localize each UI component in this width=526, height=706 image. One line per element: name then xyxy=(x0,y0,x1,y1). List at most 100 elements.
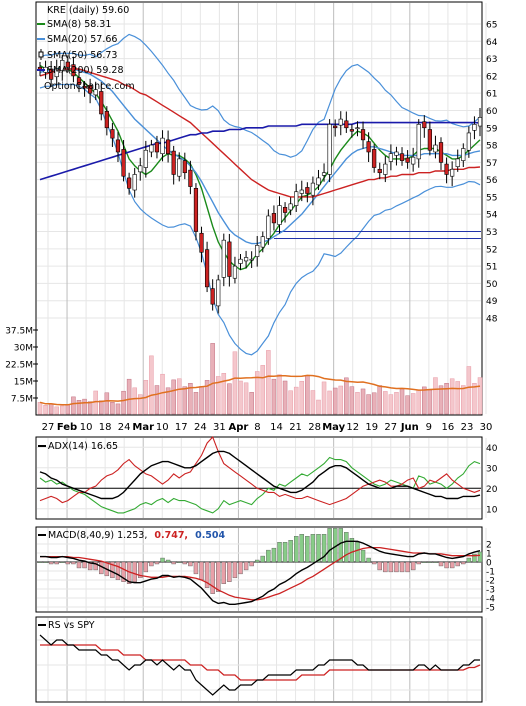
volume-bar xyxy=(138,394,143,415)
volume-bar xyxy=(299,380,305,415)
date-label: 10 xyxy=(80,422,93,433)
volume-bar xyxy=(154,385,160,415)
candle-body xyxy=(249,258,254,261)
volume-bar xyxy=(371,392,377,415)
candle-body xyxy=(271,213,277,224)
candle-body xyxy=(65,61,70,68)
volume-bar xyxy=(48,403,54,415)
date-label: 31 xyxy=(213,422,226,433)
macd-histogram-bar xyxy=(477,551,483,563)
candle-body xyxy=(71,64,76,77)
date-label: Jun xyxy=(400,422,419,433)
volume-bar xyxy=(266,350,271,415)
rs-title-text: RS vs SPY xyxy=(48,620,95,631)
macd-histogram-bar xyxy=(82,561,87,569)
volume-tick-label: 15M xyxy=(14,378,33,388)
macd-histogram-bar xyxy=(216,561,221,592)
volume-bar xyxy=(176,378,182,415)
macd-histogram-bar xyxy=(227,561,232,582)
macd-histogram-bar xyxy=(299,534,304,563)
candle-body xyxy=(88,85,93,94)
volume-bar xyxy=(43,405,48,415)
volume-bar xyxy=(115,403,121,415)
candle-body xyxy=(216,279,221,307)
volume-bar xyxy=(126,378,132,415)
macd-histogram-bar xyxy=(143,561,149,573)
volume-bar xyxy=(466,366,472,415)
macd-histogram-bar xyxy=(399,561,405,573)
macd-histogram-bar xyxy=(238,561,243,575)
rs-lines xyxy=(37,634,481,696)
candle-body xyxy=(115,139,121,153)
candle-body xyxy=(316,177,321,186)
macd-hist-value: 0.504 xyxy=(195,530,225,541)
macd-histogram-bar xyxy=(149,561,154,567)
volume-bar xyxy=(394,392,399,415)
candle-body xyxy=(132,174,137,191)
macd-title: MACD(8,40,9) 1.253, 0.747, 0.504 xyxy=(38,530,226,541)
macd-histogram-bar xyxy=(160,557,165,563)
macd-histogram-bar xyxy=(427,561,433,564)
volume-bar xyxy=(215,376,221,415)
candle-body xyxy=(204,249,210,288)
candle-body xyxy=(349,129,354,132)
macd-tick-label: 2 xyxy=(486,541,492,551)
legend-sma8-label: SMA(8) 58.31 xyxy=(47,19,111,30)
price-tick-label: 52 xyxy=(486,245,497,255)
volume-bar xyxy=(449,378,455,415)
volume-bar xyxy=(188,383,193,415)
volume-bar xyxy=(366,394,371,415)
volume-bars xyxy=(37,343,483,415)
volume-bar xyxy=(410,393,416,415)
macd-histogram-bar xyxy=(165,559,171,563)
price-axis: 65 64 63 62 61 60 59 58 57 56 55 54 53 52 51 50 49 48 37.5… xyxy=(5,21,498,405)
date-label: May xyxy=(322,422,345,433)
macd-histogram-bar xyxy=(110,561,115,579)
volume-bar xyxy=(383,391,388,415)
candle-body xyxy=(422,121,427,129)
gridlines xyxy=(37,3,487,701)
bollinger-bands xyxy=(39,33,481,356)
candle-body xyxy=(388,153,393,162)
volume-bar xyxy=(160,373,165,415)
adx-lines: 40 30 20 10 xyxy=(37,435,498,515)
macd-histogram-bar xyxy=(48,561,54,565)
price-tick-label: 51 xyxy=(486,263,497,273)
volume-bar xyxy=(121,390,126,415)
price-tick-label: 63 xyxy=(486,55,497,65)
date-label: 18 xyxy=(99,422,112,433)
candle-body xyxy=(438,142,444,163)
candle-body xyxy=(143,149,148,168)
macd-histogram-bar xyxy=(383,561,388,573)
volume-bar xyxy=(377,385,382,415)
date-label: 21 xyxy=(289,422,302,433)
macd-histogram-bar xyxy=(93,561,98,571)
candle-body xyxy=(372,149,377,168)
volume-bar xyxy=(355,392,360,415)
candle-body xyxy=(232,265,238,279)
macd-histogram-bar xyxy=(37,561,43,564)
candle-body xyxy=(121,149,126,177)
candle-body xyxy=(138,165,143,173)
candle-body xyxy=(360,129,366,141)
volume-bar xyxy=(132,387,137,415)
legend-sma200-label: SMA(200) 59.28 xyxy=(47,65,124,76)
bollinger-upper xyxy=(39,33,481,158)
sma50-line xyxy=(39,68,481,198)
price-tick-label: 48 xyxy=(486,315,498,325)
volume-bar xyxy=(37,402,43,415)
volume-bar xyxy=(461,385,466,415)
macd-histogram-bar xyxy=(243,561,249,571)
candle-body xyxy=(127,177,132,189)
candle-body xyxy=(243,257,249,262)
macd-histogram-bar xyxy=(422,561,427,564)
macd-histogram-bar xyxy=(132,561,137,582)
volume-bar xyxy=(210,343,215,415)
candle-body xyxy=(60,60,65,71)
candle-body xyxy=(76,77,82,85)
candle-body xyxy=(344,120,349,129)
adx-tick-label: 20 xyxy=(486,485,498,495)
candle-body xyxy=(433,144,438,153)
candle-body xyxy=(227,241,232,277)
macd-histogram-bar xyxy=(154,561,160,565)
